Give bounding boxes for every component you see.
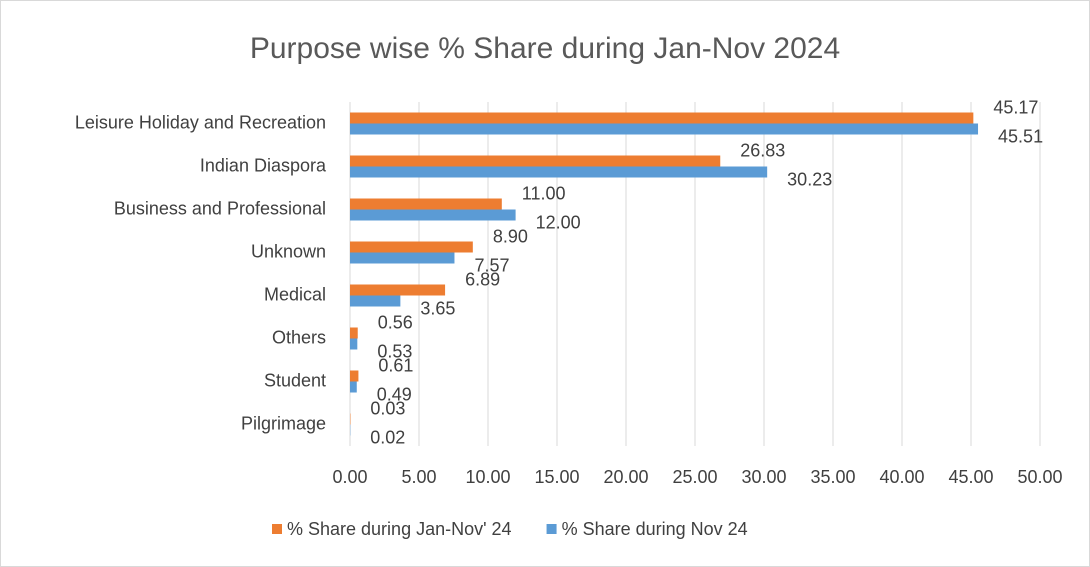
bar <box>350 295 401 307</box>
x-tick-label: 35.00 <box>810 467 855 487</box>
y-tick-label: Business and Professional <box>114 198 326 218</box>
bar <box>350 284 446 296</box>
x-tick-label: 30.00 <box>741 467 786 487</box>
x-tick-label: 0.00 <box>332 467 367 487</box>
value-label: 0.49 <box>377 384 412 404</box>
value-label: 7.57 <box>474 255 509 275</box>
y-tick-label: Indian Diaspora <box>200 155 327 175</box>
legend-label: % Share during Jan-Nov' 24 <box>287 519 512 539</box>
value-label: 0.03 <box>370 398 405 418</box>
chart-title: Purpose wise % Share during Jan-Nov 2024 <box>250 32 840 65</box>
value-label: 12.00 <box>536 212 581 232</box>
x-tick-label: 50.00 <box>1017 467 1062 487</box>
bar <box>350 252 455 264</box>
value-label: 0.53 <box>377 341 412 361</box>
bar <box>350 155 721 167</box>
bar <box>350 209 516 221</box>
value-label: 0.61 <box>378 355 413 375</box>
value-label: 8.90 <box>493 226 528 246</box>
value-label: 30.23 <box>787 169 832 189</box>
bar <box>350 198 502 210</box>
value-label: 45.17 <box>993 97 1038 117</box>
value-label: 45.51 <box>998 126 1043 146</box>
x-tick-label: 5.00 <box>401 467 436 487</box>
value-label: 11.00 <box>522 183 566 203</box>
legend-swatch <box>546 524 557 534</box>
y-tick-label: Pilgrimage <box>241 413 326 433</box>
y-tick-label: Student <box>264 370 326 390</box>
bar <box>350 123 979 135</box>
bar <box>350 241 473 253</box>
value-label: 3.65 <box>420 298 455 318</box>
legend-swatch <box>272 524 282 534</box>
y-tick-label: Unknown <box>251 241 326 261</box>
x-tick-label: 10.00 <box>465 467 510 487</box>
x-tick-label: 25.00 <box>672 467 717 487</box>
legend-label: % Share during Nov 24 <box>562 519 748 539</box>
y-tick-label: Medical <box>264 284 326 304</box>
value-label: 26.83 <box>740 140 785 160</box>
value-label: 0.02 <box>370 427 405 447</box>
y-tick-label: Others <box>272 327 326 347</box>
bar <box>350 327 358 339</box>
value-label: 6.89 <box>465 269 500 289</box>
bar <box>350 166 768 178</box>
x-tick-label: 15.00 <box>534 467 579 487</box>
y-tick-label: Leisure Holiday and Recreation <box>75 112 326 132</box>
bar <box>350 338 358 350</box>
bar <box>350 381 357 393</box>
bar <box>350 112 974 124</box>
value-label: 0.56 <box>378 312 413 332</box>
x-tick-label: 40.00 <box>879 467 924 487</box>
x-tick-label: 20.00 <box>603 467 648 487</box>
bar <box>350 370 359 382</box>
x-tick-label: 45.00 <box>948 467 993 487</box>
